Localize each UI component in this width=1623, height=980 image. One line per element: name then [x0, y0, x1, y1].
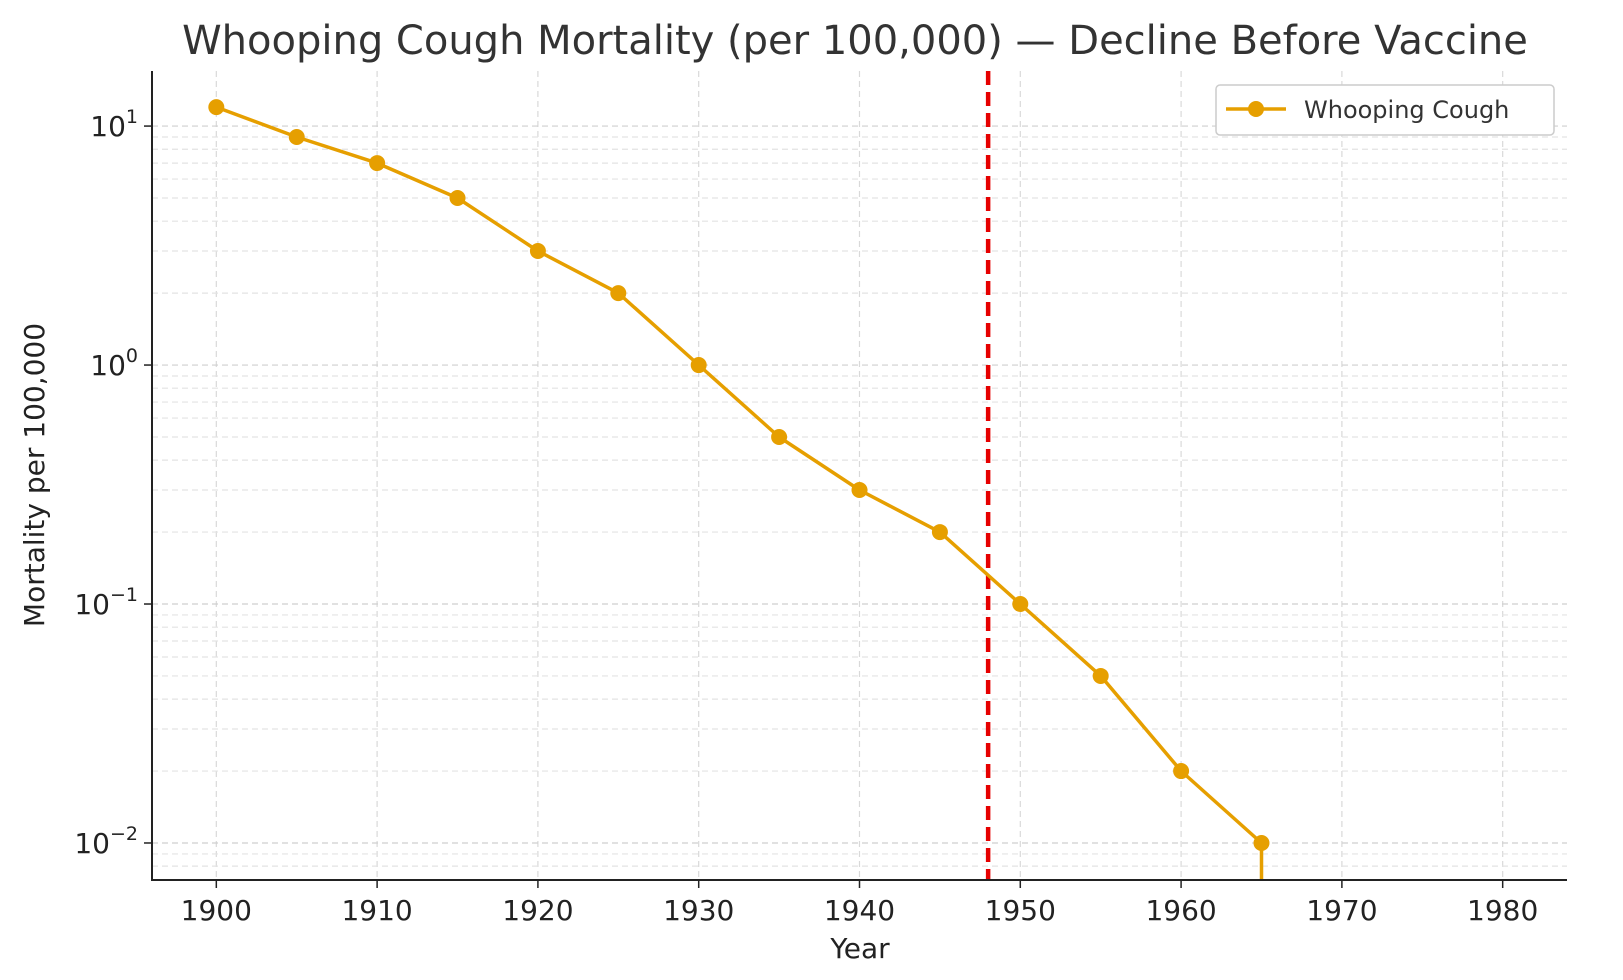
- x-tick-label: 1970: [1306, 894, 1377, 927]
- y-axis-ticks: 101 100 10−1 10−2: [74, 106, 152, 860]
- y-tick-label: 100: [90, 345, 138, 382]
- data-point: [1253, 834, 1270, 851]
- data-point: [1012, 596, 1029, 613]
- data-point: [610, 285, 627, 302]
- data-point: [288, 129, 305, 146]
- chart-title: Whooping Cough Mortality (per 100,000) —…: [182, 18, 1528, 64]
- data-point: [931, 524, 948, 541]
- series-line: [215, 105, 1264, 880]
- data-point: [1173, 763, 1190, 780]
- x-tick-label: 1960: [1145, 894, 1216, 927]
- data-point: [449, 190, 466, 207]
- y-axis-label: Mortality per 100,000: [18, 323, 51, 627]
- data-point: [529, 243, 546, 260]
- series-whooping-cough: [208, 99, 1270, 880]
- data-point: [208, 99, 225, 116]
- y-tick-label: 101: [90, 106, 138, 143]
- legend: Whooping Cough: [1215, 84, 1555, 136]
- legend-marker-swatch: [1248, 101, 1264, 117]
- grid: [152, 71, 1567, 881]
- x-tick-label: 1950: [985, 894, 1056, 927]
- x-axis-ticks: 1900 1910 1920 1930 1940 1950 1960 1970 1980: [181, 880, 1538, 927]
- data-point: [771, 428, 788, 445]
- x-axis-label: Year: [829, 932, 890, 965]
- x-tick-label: 1940: [824, 894, 895, 927]
- data-point: [851, 481, 868, 498]
- y-tick-label: 10−2: [74, 823, 138, 860]
- x-tick-label: 1980: [1467, 894, 1538, 927]
- x-tick-label: 1930: [663, 894, 734, 927]
- x-tick-label: 1900: [181, 894, 252, 927]
- data-point: [690, 357, 707, 374]
- data-point: [369, 155, 386, 172]
- x-tick-label: 1910: [341, 894, 412, 927]
- x-tick-label: 1920: [502, 894, 573, 927]
- legend-label: Whooping Cough: [1304, 96, 1509, 124]
- y-tick-label: 10−1: [74, 584, 138, 621]
- legend-box: [1215, 84, 1555, 136]
- data-point: [1092, 667, 1109, 684]
